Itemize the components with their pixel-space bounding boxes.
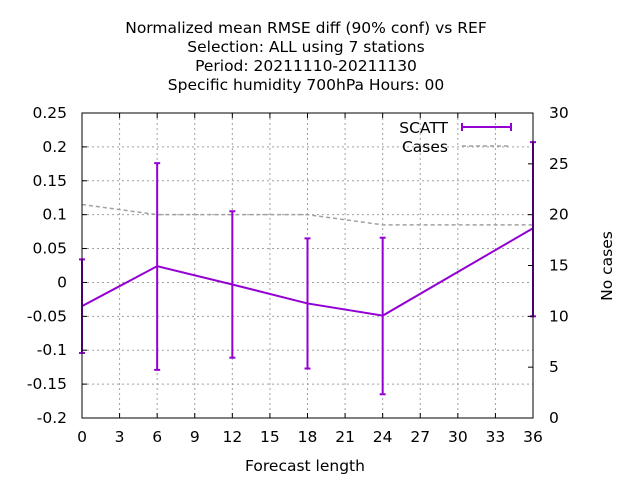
x-tick-label: 9 [190,428,200,446]
x-tick-label: 0 [77,428,87,446]
title-line-1: Normalized mean RMSE diff (90% conf) vs … [125,19,487,37]
y2-tick-label: 30 [549,104,569,122]
y2-axis-label: No cases [598,231,616,301]
y2-tick-label: 15 [549,257,569,275]
cases-line [81,203,533,226]
title-line-2: Selection: ALL using 7 stations [187,38,424,56]
y2-tick-label: 25 [549,155,569,173]
legend-label-scatt: SCATT [399,119,448,137]
y-tick-label: -0.15 [27,375,67,393]
y-tick-label: 0.15 [32,172,67,190]
x-tick-label: 33 [486,428,506,446]
y2-tick-label: 5 [549,358,559,376]
x-tick-label: 30 [448,428,468,446]
y-tick-label: -0.1 [37,341,67,359]
x-tick-label: 24 [373,428,393,446]
x-tick-label: 12 [222,428,242,446]
x-tick-label: 6 [152,428,162,446]
legend-label-cases: Cases [402,138,448,156]
y-tick-label: -0.2 [37,409,67,427]
legend-sample-scatt [461,123,512,131]
y2-tick-label: 20 [549,206,569,224]
y-tick-label: 0.25 [32,104,67,122]
title-line-4: Specific humidity 700hPa Hours: 00 [168,76,444,94]
y-axis-ticks: 0.25 0.2 0.15 0.1 0.05 0 -0.05 -0.1 -0.15 -0.2 [27,104,87,427]
y2-axis-ticks: 30 25 20 15 10 5 0 [528,104,569,427]
x-axis-label: Forecast length [245,457,365,475]
x-tick-label: 3 [115,428,125,446]
y2-tick-label: 0 [549,409,559,427]
chart-title: Normalized mean RMSE diff (90% conf) vs … [125,19,487,94]
legend: SCATT Cases [399,119,512,156]
y-tick-label: -0.05 [27,307,67,325]
y-tick-label: 0.2 [42,138,67,156]
y-tick-label: 0.05 [32,240,67,258]
x-tick-label: 27 [410,428,430,446]
scatt-line [81,227,534,317]
x-tick-label: 36 [523,428,543,446]
y-tick-label: 0 [57,273,67,291]
x-tick-label: 15 [260,428,280,446]
y-tick-label: 0.1 [42,206,67,224]
x-axis-ticks: 0 3 6 9 12 15 18 21 24 27 30 33 36 [77,113,543,446]
x-tick-label: 18 [298,428,318,446]
y2-tick-label: 10 [549,307,569,325]
title-line-3: Period: 20211110-20211130 [195,57,417,75]
x-tick-label: 21 [335,428,355,446]
cases-series [81,203,533,226]
